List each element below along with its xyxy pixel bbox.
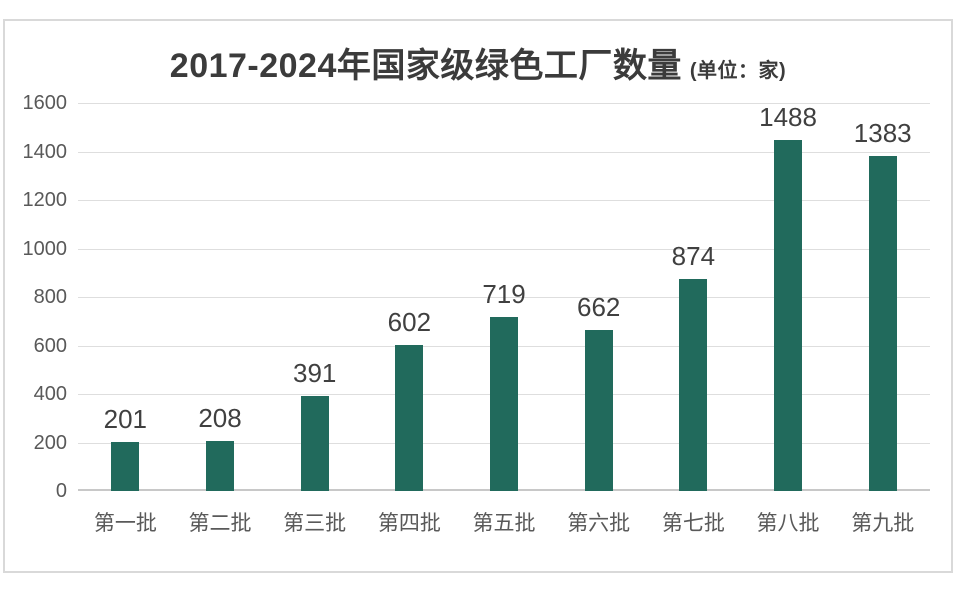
bar [300, 396, 329, 491]
bar-value-label: 662 [577, 292, 621, 323]
gridline [78, 151, 930, 153]
bar [111, 442, 140, 491]
bar-column: 719 [457, 103, 552, 491]
bar-column: 208 [173, 103, 268, 491]
y-tick-label: 600 [33, 334, 67, 357]
y-tick-label: 0 [55, 480, 67, 502]
y-tick-label: 1400 [22, 140, 68, 163]
x-tick-label: 第四批 [377, 512, 441, 535]
x-tick-label: 第三批 [283, 512, 347, 535]
bar-value-label: 1488 [759, 102, 817, 132]
bar [206, 440, 234, 491]
chart-title-unit: (单位：家) [689, 60, 787, 82]
x-tick-label: 第八批 [756, 512, 820, 535]
bar-column: 602 [362, 103, 457, 491]
bar [490, 316, 519, 491]
gridline [78, 200, 930, 201]
y-tick-label: 200 [33, 431, 67, 454]
bar [774, 140, 803, 491]
bar-value-label: 1383 [853, 117, 912, 148]
y-tick-label: 800 [33, 286, 67, 308]
x-tick-label: 第七批 [661, 512, 725, 535]
x-tick-label: 第二批 [188, 512, 252, 535]
y-tick-label: 1200 [22, 189, 68, 211]
x-tick-label: 第五批 [472, 512, 536, 535]
bar-value-label: 602 [387, 307, 432, 338]
bar [679, 279, 708, 491]
bar-value-label: 201 [103, 404, 148, 435]
bar-column: 662 [551, 103, 646, 491]
chart-title-text: 2017-2024年国家级绿色工厂数量 [169, 47, 682, 85]
bar-value-label: 391 [292, 358, 337, 389]
bar [868, 155, 897, 491]
bar [584, 330, 613, 491]
plot-area: 201 208 391 602 719 662 874 1488 1383 [78, 103, 930, 491]
bar-column: 201 [78, 103, 173, 491]
bar-value-label: 874 [671, 241, 716, 272]
bar-column: 1383 [835, 103, 930, 491]
bar-column: 1488 [741, 103, 836, 491]
gridline [78, 248, 930, 250]
y-tick-label: 400 [33, 383, 67, 405]
bars-row: 201 208 391 602 719 662 874 1488 1383 [78, 103, 930, 491]
bar-column: 391 [267, 103, 362, 491]
x-axis: 第一批 第二批 第三批 第四批 第五批 第六批 第七批 第八批 第九批 [78, 493, 930, 537]
chart-frame: 2017-2024年国家级绿色工厂数量 (单位：家) 0 200 400 600 800 1… [3, 19, 953, 573]
y-tick-label: 1600 [22, 92, 68, 114]
plot-wrap: 0 200 400 600 800 1000 1200 1400 1600 201 208 391 6… [5, 21, 951, 571]
bar-column: 874 [646, 103, 741, 491]
gridline [78, 297, 930, 298]
gridline [78, 103, 930, 104]
x-tick-label: 第九批 [851, 512, 915, 535]
bar-value-label: 719 [482, 278, 526, 309]
x-tick-label: 第六批 [567, 512, 631, 535]
y-tick-label: 1000 [22, 237, 68, 260]
chart-title: 2017-2024年国家级绿色工厂数量 (单位：家) [5, 47, 951, 90]
bar [395, 345, 424, 491]
x-tick-label: 第一批 [93, 512, 157, 535]
y-axis: 0 200 400 600 800 1000 1200 1400 1600 [5, 92, 68, 502]
bar-value-label: 208 [198, 402, 242, 433]
